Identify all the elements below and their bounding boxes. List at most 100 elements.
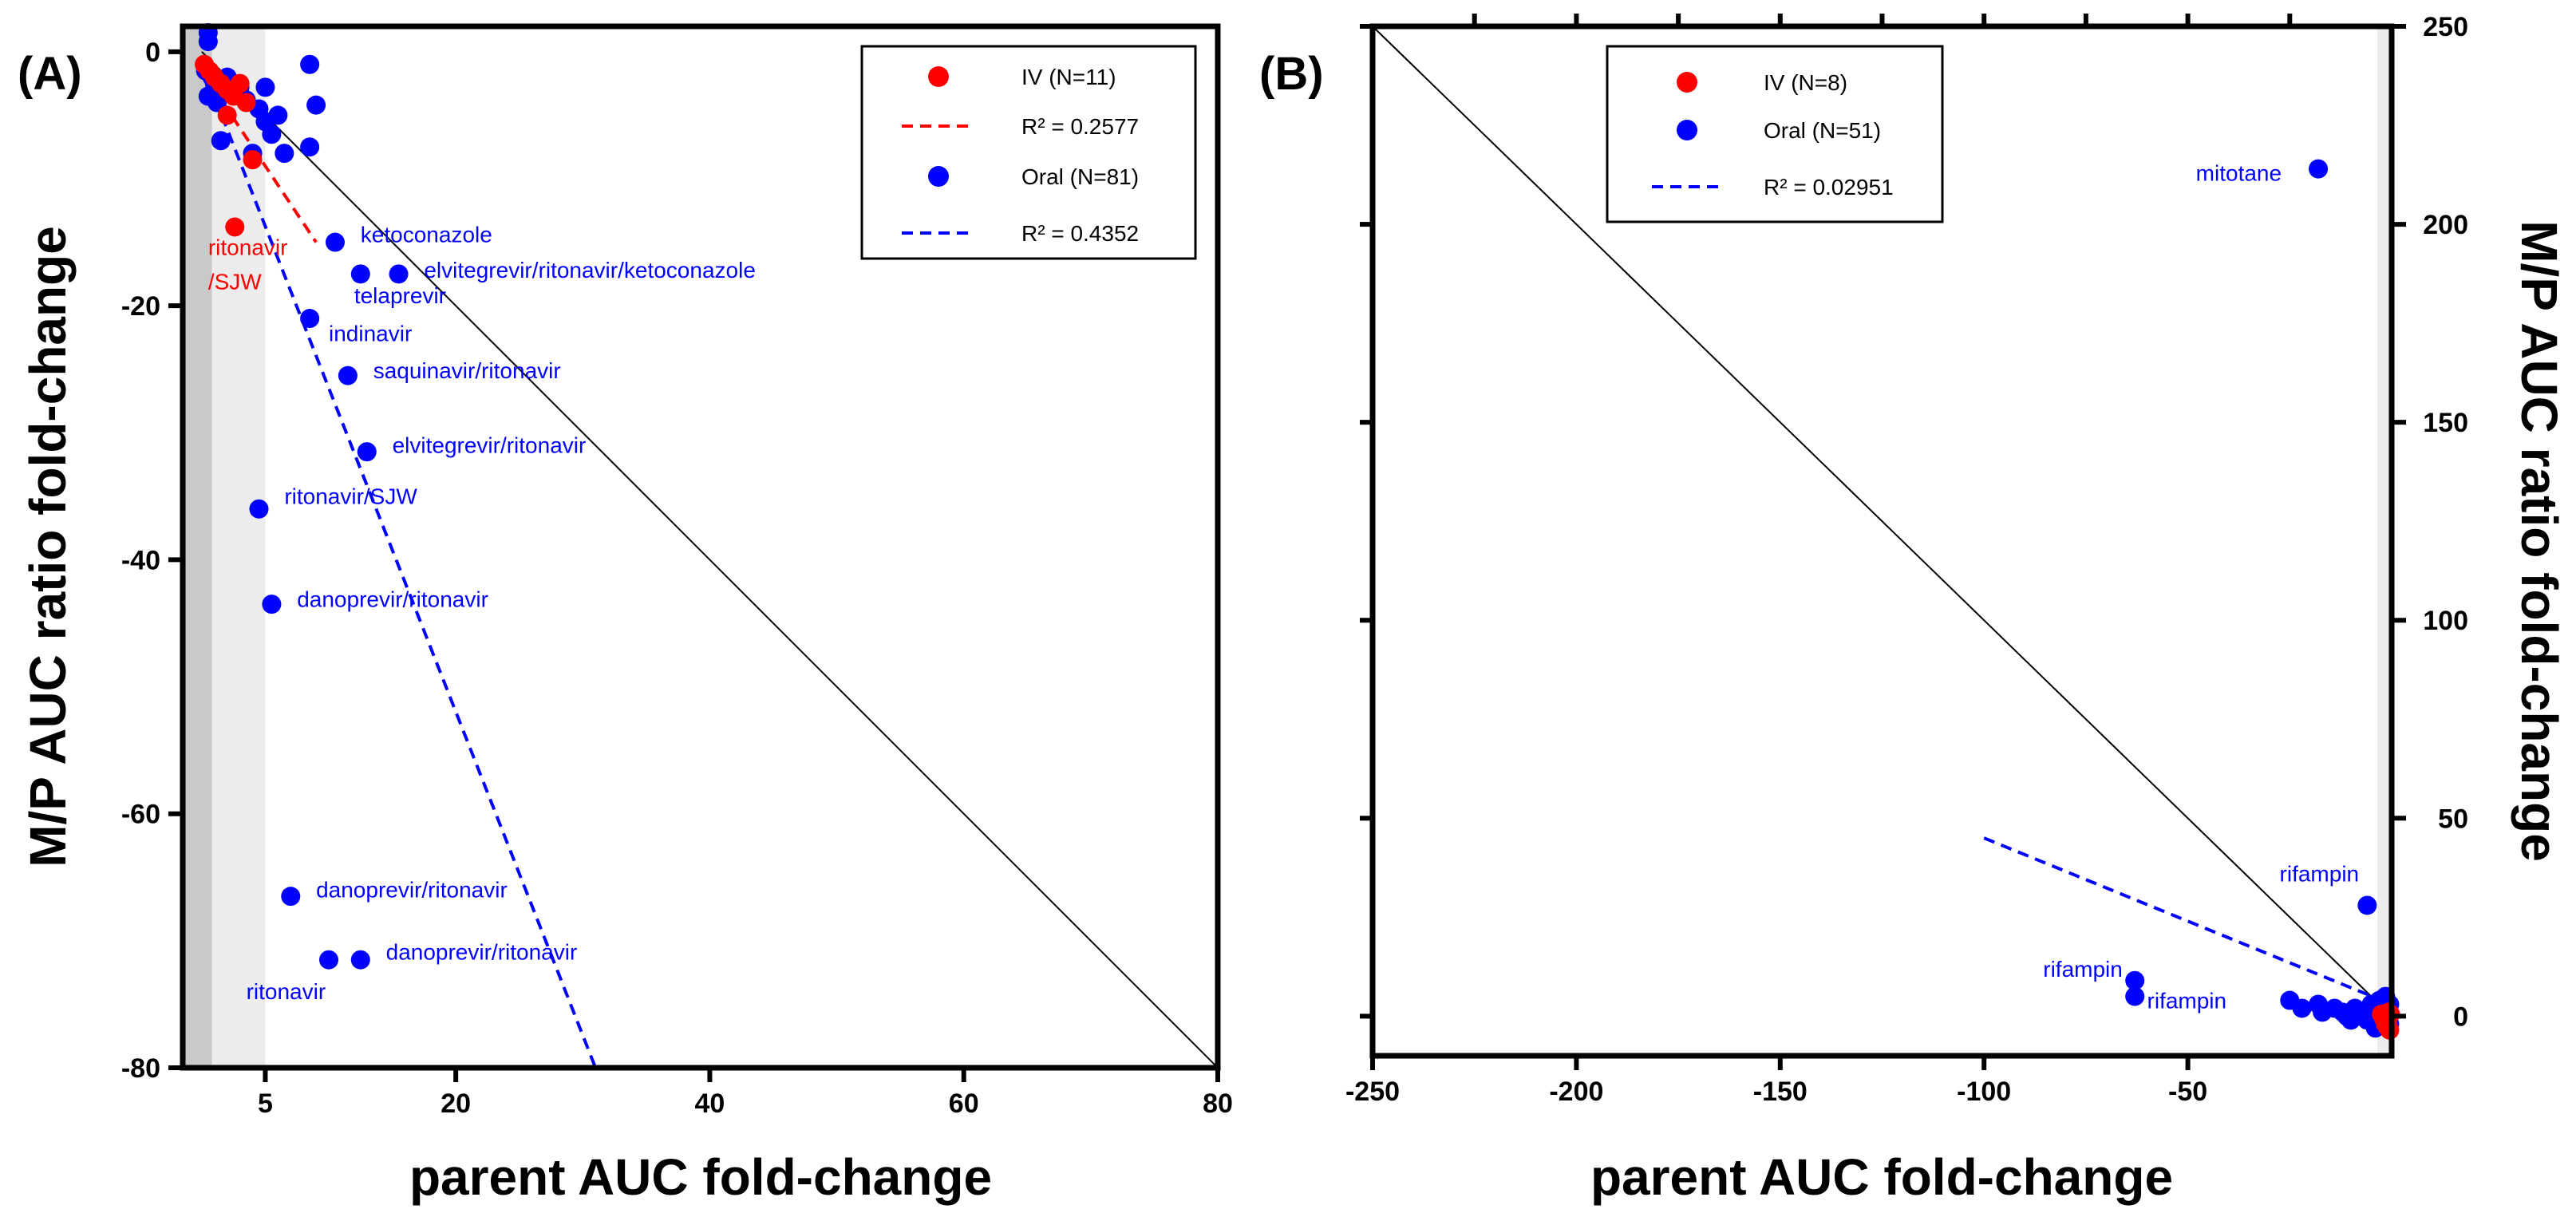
panel-a-shade-band-light: [211, 26, 266, 1068]
legend-b-oral-label: Oral (N=51): [1764, 118, 1881, 143]
panel-a-oral-point-29: [249, 499, 269, 519]
legend-oral-marker: [928, 166, 949, 187]
panel-a-oral-point-32: [319, 950, 339, 970]
panel-b-annotation-0: mitotane: [2196, 161, 2282, 186]
panel-b-iv-point-7: [2372, 1004, 2392, 1024]
panel-b-annotations: mitotane rifampin rifampin rifampin: [2043, 161, 2359, 1013]
panel-b-y-axis-title: M/P AUC ratio fold-change: [2511, 220, 2568, 862]
panel-a-annotation-4: telaprevir: [354, 283, 446, 308]
panel-a-iv-point-7: [236, 93, 256, 113]
panel-a-x-axis-title: parent AUC fold-change: [409, 1148, 992, 1206]
panel-a-iv-point-8: [217, 105, 237, 125]
panel-a-oral-point-21: [306, 95, 326, 115]
panel-a: (A) ritonavir/SJW ketoconazole elvitegrevi…: [18, 22, 1233, 1206]
panel-a-x-tick-label-4: 80: [1203, 1089, 1233, 1119]
panel-a-annotation-3: elvitegrevir/ritonavir/ketoconazole: [424, 258, 756, 283]
panel-a-y-axis-title: M/P AUC ratio fold-change: [19, 226, 77, 867]
panel-b-y-tick-label-3: 150: [2423, 408, 2468, 438]
panel-a-oral-point-28: [357, 442, 377, 462]
panel-a-oral-point-14: [262, 124, 282, 144]
panel-b-points: [2125, 159, 2400, 1040]
panel-b-y-tick-label-0: 0: [2453, 1002, 2468, 1032]
panel-a-x-tick-label-0: 5: [258, 1089, 273, 1119]
panel-a-annotation-11: danoprevir/ritonavir: [386, 940, 578, 965]
panel-a-oral-point-17: [255, 77, 275, 97]
panel-a-annotation-12: ritonavir: [247, 979, 326, 1004]
panel-a-oral-fit-line: [200, 64, 598, 1069]
panel-a-y-tick-label-3: -60: [121, 800, 160, 830]
panel-b-legend: IV (N=8) Oral (N=51) R² = 0.02951: [1606, 45, 1944, 223]
panel-b-y-tick-label-5: 250: [2423, 12, 2468, 42]
panel-a-plot-frame: [180, 23, 1221, 1071]
panel-b-oral-point-0: [2309, 159, 2329, 179]
panel-a-annotation-1: /SJW: [208, 269, 262, 294]
panel-b-letter: (B): [1259, 48, 1324, 100]
legend-b-iv-label: IV (N=8): [1764, 70, 1847, 95]
legend-iv-fit-label: R² = 0.2577: [1021, 114, 1139, 139]
panel-a-x-tick-label-3: 60: [949, 1089, 979, 1119]
panel-a-oral-point-16: [275, 144, 294, 164]
panel-a-annotation-2: ketoconazole: [361, 223, 492, 247]
panel-b-y-tick-label-2: 100: [2423, 606, 2468, 636]
panel-a-iv-fit-line: [200, 69, 318, 243]
panel-a-oral-point-22: [300, 137, 320, 157]
panel-a-ticks: 5 20 40 60 80 0 -20 -40 -60 -80: [121, 38, 1233, 1119]
panel-a-annotation-7: elvitegrevir/ritonavir: [393, 433, 587, 458]
panel-b-annotation-1: rifampin: [2280, 862, 2360, 887]
panel-b-x-tick-label-2: -150: [1753, 1077, 1808, 1107]
panel-a-oral-point-33: [350, 950, 370, 970]
panel-b-x-tick-label-4: -50: [2168, 1077, 2207, 1107]
panel-a-legend-box: [860, 45, 1197, 260]
panel-b-oral-point-5: [2292, 998, 2312, 1018]
panel-a-x-tick-label-2: 40: [695, 1089, 725, 1119]
panel-b-annotation-3: rifampin: [2147, 988, 2227, 1013]
panel-a-oral-point-30: [262, 595, 282, 614]
panel-a-annotation-5: indinavir: [329, 322, 412, 346]
panel-a-annotation-9: danoprevir/ritonavir: [297, 587, 488, 611]
panel-b-identity-line: [1372, 26, 2392, 1017]
panel-b-oral-point-3: [2125, 986, 2145, 1006]
legend-iv-marker: [928, 66, 949, 87]
panel-a-shade-band-dark: [183, 26, 212, 1068]
panel-b: (B) mitotane rifampin rifampin rifampin -25…: [1259, 12, 2568, 1206]
panel-b-ticks: -250 -200 -150 -100 -50 0 50 100 150 200 250: [1345, 12, 2468, 1107]
legend-iv-label: IV (N=11): [1021, 65, 1116, 89]
panel-b-oral-point-2: [2125, 970, 2145, 990]
panel-b-y-tick-label-4: 200: [2423, 210, 2468, 240]
panel-a-y-tick-label-4: -80: [121, 1053, 160, 1084]
panel-a-legend: IV (N=11) R² = 0.2577 Oral (N=81) R² = 0…: [860, 45, 1197, 260]
panel-a-points: [195, 22, 409, 970]
panel-b-shade-band: [2377, 26, 2392, 1056]
panel-a-annotation-6: saquinavir/ritonavir: [373, 358, 561, 383]
panel-b-x-tick-label-0: -250: [1345, 1077, 1400, 1107]
panel-a-annotation-0: ritonavir: [208, 235, 288, 259]
legend-b-iv-marker: [1677, 72, 1697, 93]
panel-a-y-tick-label-0: 0: [145, 38, 160, 68]
panel-a-oral-point-20: [300, 54, 320, 74]
panel-b-x-axis-title: parent AUC fold-change: [1590, 1148, 2173, 1206]
panel-a-x-tick-label-1: 20: [441, 1089, 471, 1119]
panel-b-x-tick-label-3: -100: [1957, 1077, 2011, 1107]
legend-oral-fit-label: R² = 0.4352: [1021, 221, 1139, 246]
panel-b-x-tick-label-1: -200: [1549, 1077, 1603, 1107]
panel-a-oral-point-27: [338, 365, 358, 385]
panel-a-annotations: ritonavir/SJW ketoconazole elvitegrevir/ri…: [208, 223, 756, 1005]
panel-b-oral-point-1: [2357, 895, 2377, 915]
legend-oral-label: Oral (N=81): [1021, 164, 1139, 189]
panel-b-annotation-2: rifampin: [2043, 957, 2123, 982]
panel-a-letter: (A): [18, 48, 82, 100]
panel-a-oral-point-1: [198, 32, 218, 52]
panel-a-oral-point-23: [325, 232, 345, 252]
panel-a-iv-point-6: [230, 73, 250, 93]
panel-a-iv-point-9: [243, 150, 263, 170]
panel-a-oral-point-15: [268, 105, 288, 125]
panel-a-oral-point-26: [300, 309, 320, 329]
legend-b-oral-marker: [1677, 120, 1697, 140]
panel-a-annotation-8: ritonavir/SJW: [284, 484, 417, 508]
panel-a-identity-line: [201, 51, 1219, 1069]
panel-a-oral-point-24: [350, 264, 370, 284]
panel-a-oral-point-31: [281, 887, 301, 907]
panel-a-oral-point-18: [211, 131, 231, 151]
panel-a-iv-point-10: [225, 217, 245, 237]
